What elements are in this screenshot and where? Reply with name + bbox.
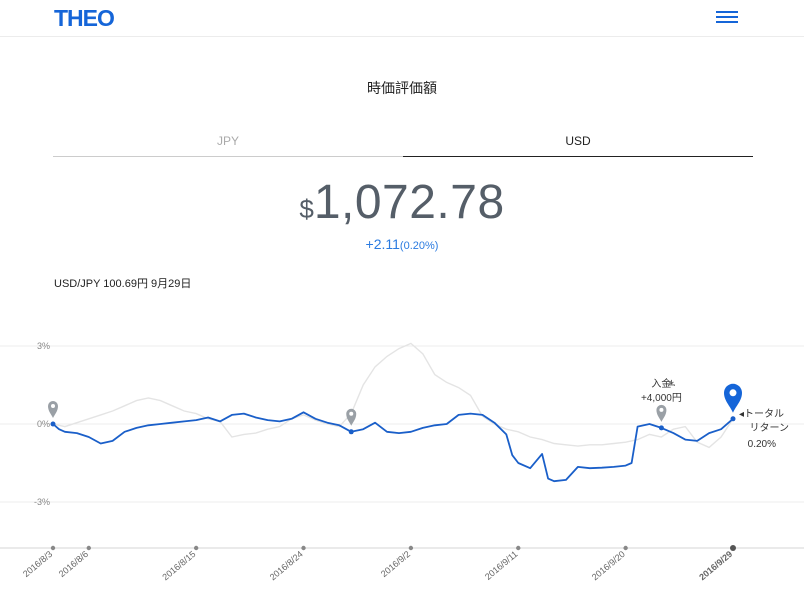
total-return-label: リターン (750, 422, 790, 434)
data-point (50, 421, 56, 427)
map-pin-icon[interactable] (656, 404, 667, 422)
x-tick-dot (516, 545, 521, 551)
tab-jpy[interactable]: JPY (53, 130, 403, 157)
y-tick-label: 3% (37, 341, 50, 351)
data-point (658, 425, 664, 431)
comparison-series-line (52, 342, 734, 449)
valuation-change: +2.11(0.20%) (0, 236, 804, 252)
x-tick-label: 2016/9/2 (379, 549, 412, 579)
hamburger-menu-icon[interactable] (716, 11, 738, 25)
deposit-label: 入金 (651, 377, 671, 390)
theo-logo[interactable]: THEO (54, 5, 115, 31)
x-tick-dot (193, 545, 199, 551)
currency-symbol: $ (299, 194, 314, 224)
x-tick-label: 2016/8/3 (21, 549, 54, 579)
map-pin-icon[interactable] (48, 401, 58, 418)
performance-chart[interactable]: 3% 0% -3% 2016/8/3 2016/8/6 2016/8/15 2016/8/2… (0, 300, 804, 606)
x-tick-dot (623, 545, 628, 551)
return-series-line (52, 411, 734, 483)
x-tick-label: 2016/8/24 (268, 549, 305, 582)
total-return-label: ◂トータル (739, 408, 784, 420)
y-tick-label: 0% (37, 419, 50, 429)
data-point (348, 429, 354, 435)
data-point (730, 416, 736, 422)
change-value: +2.11 (365, 236, 400, 252)
valuation-amount: $1,072.78 (0, 175, 804, 230)
total-return-value: 0.20% (748, 439, 776, 450)
x-tick-label: 2016/9/11 (483, 549, 520, 582)
x-tick-dot (86, 545, 91, 551)
x-tick-dot (50, 545, 56, 551)
fx-rate: USD/JPY 100.69円 9月29日 (54, 278, 192, 290)
deposit-icon (668, 379, 675, 386)
currency-tabs: JPY USD (53, 130, 753, 157)
x-tick-dot (408, 545, 414, 551)
map-pin-icon[interactable] (346, 408, 357, 426)
pin-hole (729, 389, 737, 397)
x-tick-label: 2016/9/29 (697, 549, 734, 582)
x-tick-label: 2016/8/6 (57, 549, 90, 579)
x-tick-dot (301, 545, 306, 551)
amount-value: 1,072.78 (313, 176, 505, 229)
pin-hole (51, 404, 55, 408)
tab-usd[interactable]: USD (403, 130, 753, 157)
x-tick-label: 2016/9/20 (590, 549, 627, 582)
change-percent: (0.20%) (399, 240, 439, 252)
deposit-amount: +4,000円 (641, 393, 682, 404)
app-header: THEO (0, 0, 804, 37)
pin-hole (659, 407, 664, 412)
location-pin-icon[interactable] (724, 383, 742, 413)
pin-hole (349, 411, 354, 416)
y-tick-label: -3% (34, 497, 50, 507)
x-tick-dot (730, 545, 736, 551)
page-title: 時価評価額 (367, 80, 437, 96)
x-tick-label: 2016/8/15 (160, 549, 197, 582)
